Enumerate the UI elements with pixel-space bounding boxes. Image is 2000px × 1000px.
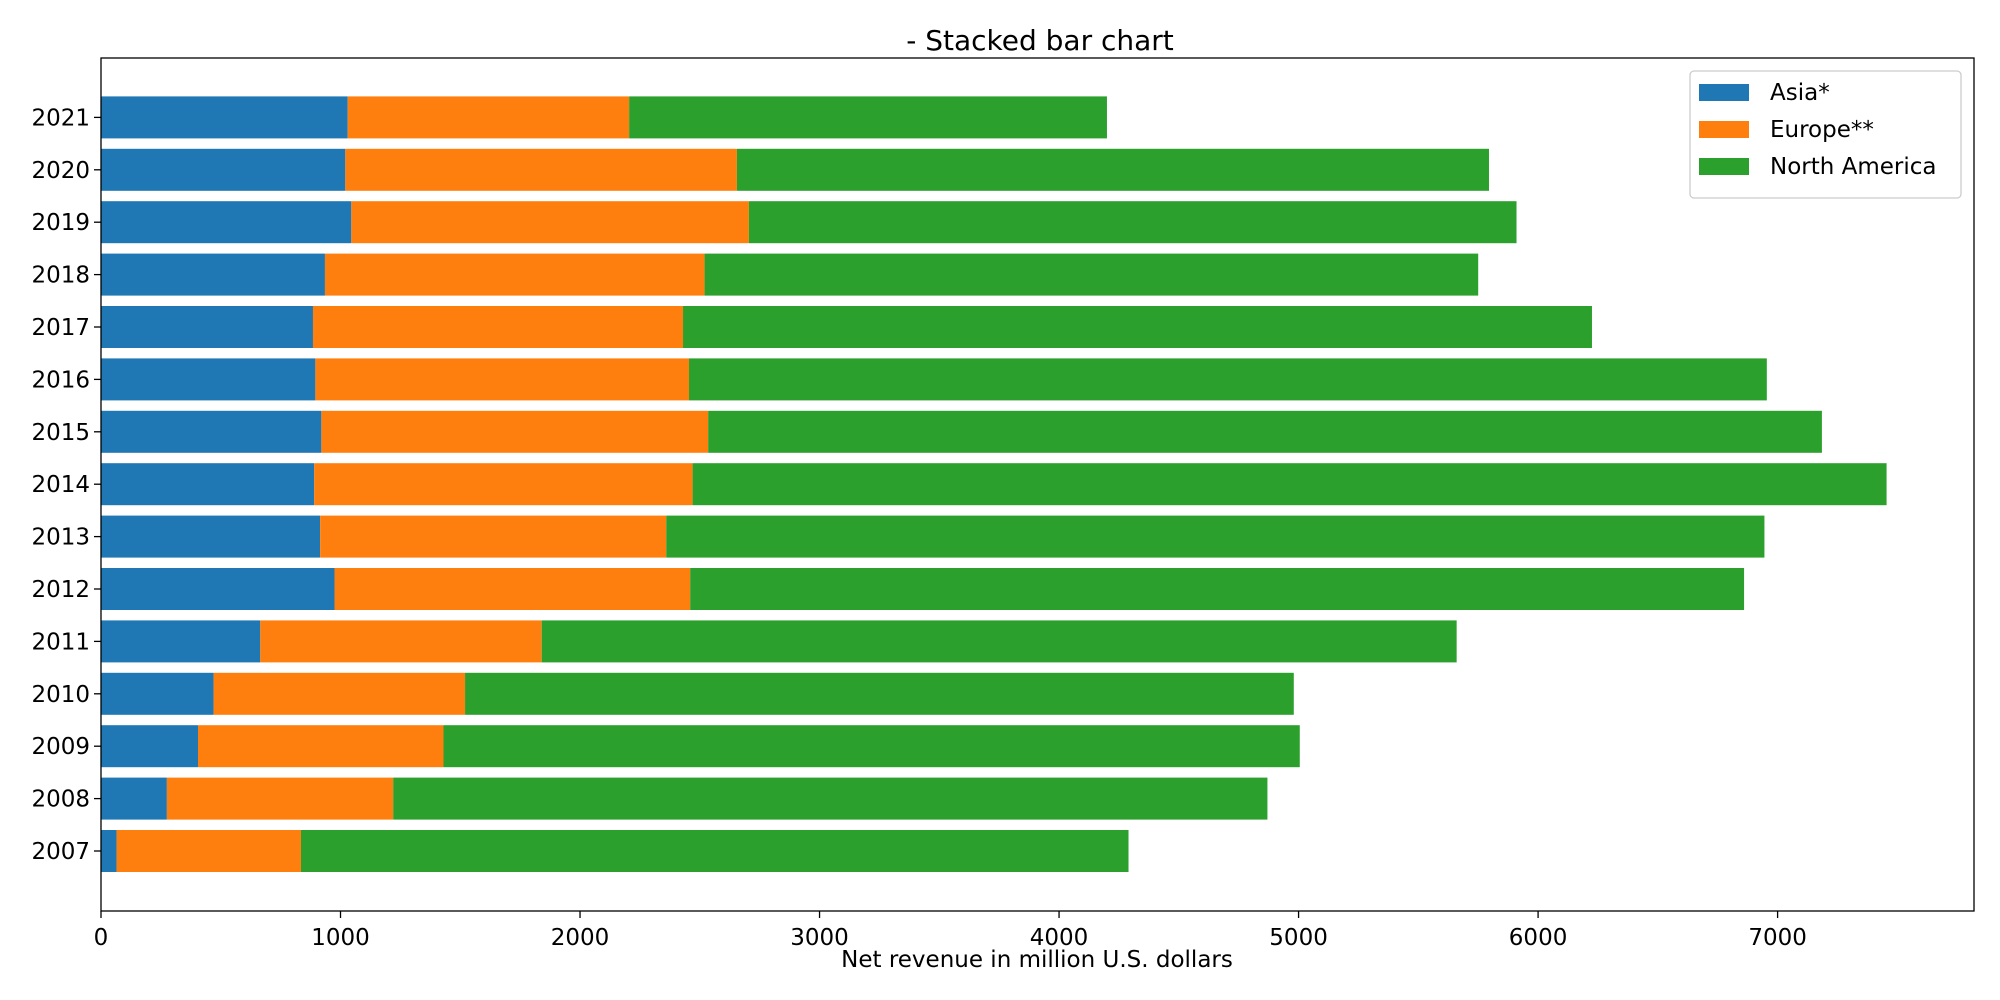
bar-2016-series-1 (315, 358, 690, 401)
legend-swatch-0 (1699, 84, 1749, 101)
bar-2011-series-1 (260, 620, 542, 663)
y-tick-label: 2017 (31, 315, 90, 341)
x-tick-label: 0 (94, 925, 109, 951)
x-tick-label: 3000 (790, 925, 849, 951)
x-tick-label: 4000 (1030, 925, 1089, 951)
bar-2011-series-2 (541, 620, 1457, 663)
chart-title: - Stacked bar chart (906, 24, 1174, 57)
bar-2017-series-2 (683, 306, 1592, 348)
bar-2020-series-2 (736, 148, 1489, 191)
bar-2020-series-1 (345, 148, 737, 191)
bar-2016-series-2 (689, 358, 1767, 401)
y-axis: 2007 2008 2009 2010 2011 2012 2013 2014 2015 2016… (31, 105, 101, 865)
bar-2019-series-2 (748, 201, 1517, 244)
bar-2012-series-2 (690, 568, 1745, 610)
bar-2012-series-1 (334, 568, 691, 610)
bar-2019-series-1 (351, 201, 749, 244)
x-tick-label: 7000 (1748, 925, 1807, 951)
legend: Asia* Europe** North America (1689, 70, 1962, 199)
legend-label-2: North America (1770, 154, 1937, 180)
x-axis: 0 1000 2000 3000 4000 5000 6000 7000 (94, 911, 1807, 951)
y-tick-label: 2007 (31, 839, 90, 865)
legend-label-1: Europe** (1770, 117, 1874, 143)
y-tick-label: 2012 (31, 577, 90, 603)
y-tick-label: 2014 (31, 472, 90, 498)
bar-2007-series-0 (101, 830, 117, 872)
legend-box (1689, 70, 1962, 199)
bar-2010-series-1 (213, 672, 466, 715)
y-tick-label: 2008 (31, 787, 90, 813)
bar-2007-series-1 (116, 830, 301, 872)
y-tick-label: 2010 (31, 682, 90, 708)
bars-layer (101, 96, 1887, 872)
y-tick-label: 2020 (31, 158, 90, 184)
bar-2020-series-0 (101, 148, 346, 191)
bar-2017-series-1 (312, 306, 684, 348)
y-tick-label: 2016 (31, 367, 90, 393)
bar-2009-series-1 (198, 725, 444, 768)
y-tick-label: 2015 (31, 420, 90, 446)
legend-label-0: Asia* (1770, 80, 1830, 106)
y-tick-label: 2018 (31, 263, 90, 289)
bar-2014-series-2 (692, 463, 1887, 506)
bar-2013-series-2 (666, 515, 1765, 558)
x-axis-label: Net revenue in million U.S. dollars (841, 947, 1233, 973)
bar-2012-series-0 (101, 568, 335, 610)
bar-2014-series-0 (101, 463, 315, 506)
x-tick-label: 1000 (311, 925, 370, 951)
y-tick-label: 2021 (31, 105, 90, 131)
x-tick-label: 5000 (1269, 925, 1328, 951)
bar-2013-series-1 (320, 515, 667, 558)
bar-2007-series-2 (300, 830, 1129, 872)
bar-2010-series-0 (101, 672, 214, 715)
bar-2010-series-2 (465, 672, 1294, 715)
y-tick-label: 2009 (31, 734, 90, 760)
legend-swatch-2 (1699, 158, 1749, 175)
bar-2018-series-2 (704, 253, 1479, 296)
x-tick-label: 2000 (551, 925, 610, 951)
bar-2014-series-1 (314, 463, 693, 506)
y-tick-label: 2011 (31, 629, 90, 655)
bar-2017-series-0 (101, 306, 313, 348)
bar-2008-series-2 (393, 777, 1268, 820)
y-tick-label: 2013 (31, 525, 90, 551)
bar-2009-series-2 (443, 725, 1300, 768)
bar-2008-series-1 (166, 777, 394, 820)
bar-2015-series-0 (101, 410, 322, 453)
bar-2013-series-0 (101, 515, 321, 558)
bar-2021-series-0 (101, 96, 348, 139)
bar-2021-series-1 (347, 96, 630, 139)
y-tick-label: 2019 (31, 210, 90, 236)
bar-2018-series-1 (324, 253, 705, 296)
bar-2015-series-2 (708, 410, 1822, 453)
bar-2011-series-0 (101, 620, 261, 663)
bar-2019-series-0 (101, 201, 352, 244)
bar-2008-series-0 (101, 777, 167, 820)
legend-swatch-1 (1699, 121, 1749, 138)
x-tick-label: 6000 (1509, 925, 1568, 951)
bar-2021-series-2 (629, 96, 1107, 139)
bar-2015-series-1 (321, 410, 709, 453)
bar-2016-series-0 (101, 358, 316, 401)
bar-2018-series-0 (101, 253, 325, 296)
bar-2009-series-0 (101, 725, 199, 768)
